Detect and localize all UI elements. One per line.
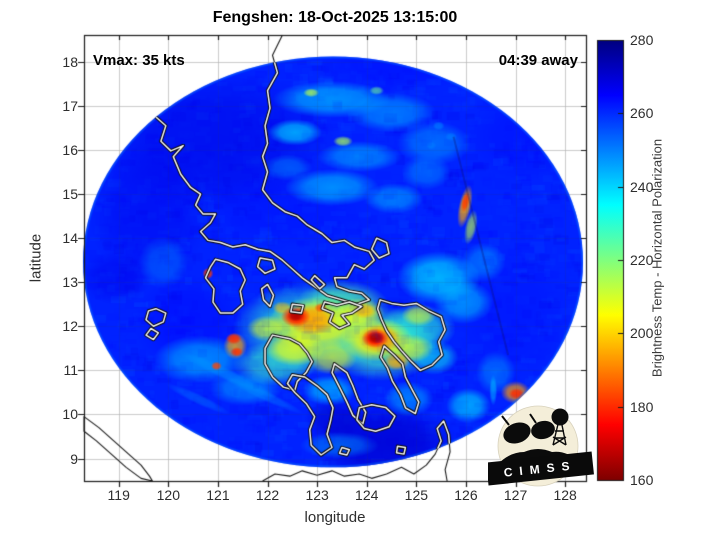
cimss-logo: CIMSS [488, 405, 594, 487]
satellite-dish-icon-2 [531, 420, 555, 440]
dish-feeds [501, 413, 537, 426]
water-tower-legs [552, 419, 567, 446]
logo-banner: CIMSS [488, 451, 594, 486]
water-tower-icon [551, 408, 569, 426]
satellite-dish-icon [503, 422, 531, 444]
